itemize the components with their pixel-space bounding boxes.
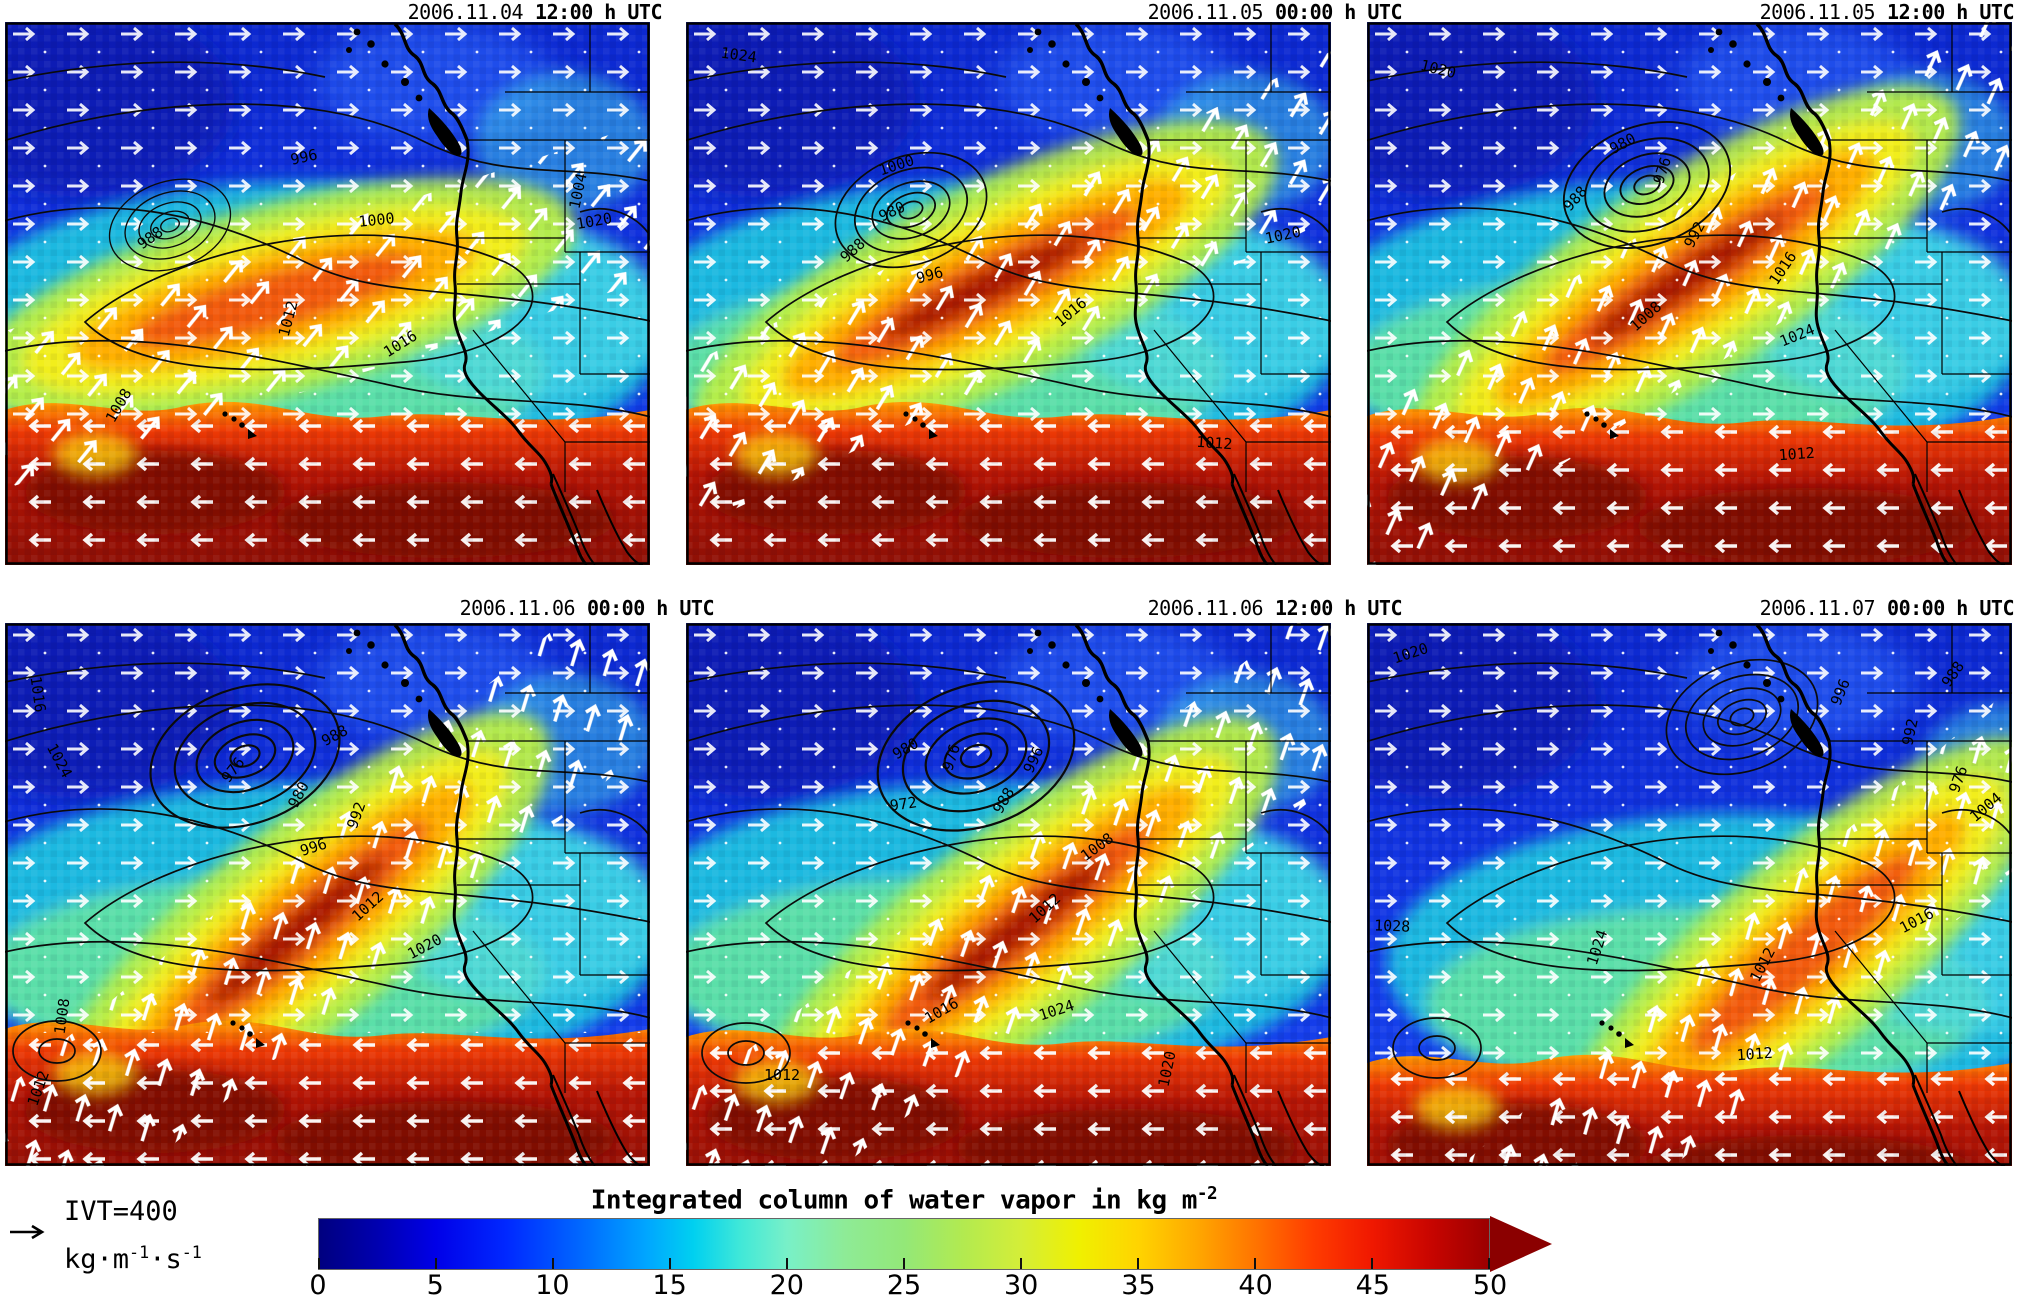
panel-date: 2006.11.05 xyxy=(1759,0,1876,24)
panel-frame xyxy=(5,22,650,565)
ivt-units: kg·m-1·s-1 xyxy=(64,1242,202,1275)
panel-frame xyxy=(686,22,1331,565)
colorbar-tick: 40 xyxy=(1238,1270,1273,1295)
panel-time: 12:00 h UTC xyxy=(535,0,662,24)
high-pressure-center xyxy=(701,1022,791,1084)
colorbar-overflow-arrow xyxy=(1490,1216,1552,1272)
isobar-label: 1012 xyxy=(1778,444,1815,464)
panel-title-6: 2006.11.07 00:00 h UTC xyxy=(1759,596,2015,620)
isobar-label: 1012 xyxy=(764,1066,800,1084)
panel-title-2: 2006.11.05 00:00 h UTC xyxy=(1147,0,1403,24)
colorbar-tick: 45 xyxy=(1355,1270,1390,1295)
colorbar-tick: 35 xyxy=(1121,1270,1156,1295)
isobar-label: 1012 xyxy=(1196,433,1233,453)
panel-time: 12:00 h UTC xyxy=(1887,0,2014,24)
map-panel-2: 1024 1000 980 988 996 1016 1012 1020 xyxy=(686,22,1331,565)
panel-date: 2006.11.06 xyxy=(459,596,576,620)
isobar-label: 1028 xyxy=(1374,916,1411,935)
panel-title-5: 2006.11.06 12:00 h UTC xyxy=(1147,596,1403,620)
colorbar-tick: 5 xyxy=(426,1270,444,1295)
colorbar-title: Integrated column of water vapor in kg m… xyxy=(590,1184,1218,1216)
high-pressure-center xyxy=(12,1020,102,1082)
isobar-label: 996 xyxy=(289,145,319,168)
colorbar-tick: 25 xyxy=(886,1270,922,1295)
ivt-reference-legend: IVT=400 kg·m-1·s-1 xyxy=(8,1192,202,1280)
panel-title-4: 2006.11.06 00:00 h UTC xyxy=(459,596,715,620)
panel-time: 12:00 h UTC xyxy=(1275,596,1402,620)
isobar-labels: 1024 1000 980 988 996 1016 1012 1020 xyxy=(720,44,1303,454)
ivt-arrow-icon xyxy=(10,1224,45,1240)
isobar-label: 1016 xyxy=(27,675,50,713)
ivt-value: IVT=400 xyxy=(64,1196,178,1227)
panel-date: 2006.11.07 xyxy=(1759,596,1876,620)
isobar-label: 972 xyxy=(889,793,918,815)
panel-date: 2006.11.05 xyxy=(1147,0,1264,24)
map-panel-3: 1020 980 976 988 992 1008 1016 1024 1012 xyxy=(1367,22,2012,565)
isobar-label: 1020 xyxy=(575,209,614,233)
isobar-label: 1012 xyxy=(1736,1044,1773,1064)
panel-frame xyxy=(1367,623,2012,1166)
colorbar-tick: 50 xyxy=(1472,1270,1508,1295)
panel-date: 2006.11.04 xyxy=(407,0,524,24)
map-panel-6: 1020 1028 1024 1012 996 992 988 976 1004… xyxy=(1367,623,2012,1166)
panel-frame xyxy=(5,623,650,1166)
high-pressure-center xyxy=(1392,1017,1482,1079)
panel-frame xyxy=(686,623,1331,1166)
panel-date: 2006.11.06 xyxy=(1147,596,1264,620)
colorbar-tick: 20 xyxy=(769,1270,804,1295)
map-panel-4: 1016 1024 988 976 980 996 992 1012 1020 … xyxy=(5,623,650,1166)
colorbar-tick-labels: 0 5 10 15 20 25 30 35 40 45 50 xyxy=(309,1270,1507,1295)
map-panel-5: 980 976 972 988 996 1008 1012 1016 1024 … xyxy=(686,623,1331,1166)
isobar-label: 992 xyxy=(1898,717,1921,747)
isobar-label: 1008 xyxy=(51,997,74,1035)
panel-title-3: 2006.11.05 12:00 h UTC xyxy=(1759,0,2015,24)
panel-time: 00:00 h UTC xyxy=(1887,596,2014,620)
isobar-labels: 1020 1028 1024 1012 996 992 988 976 1004… xyxy=(1374,639,2006,1064)
colorbar-tick: 0 xyxy=(309,1270,327,1295)
panel-time: 00:00 h UTC xyxy=(1275,0,1402,24)
panel-title-1: 2006.11.04 12:00 h UTC xyxy=(407,0,663,24)
map-panel-1: 996 1000 1004 988 1016 1012 1008 1020 xyxy=(5,22,650,565)
panel-frame xyxy=(1367,22,2012,565)
colorbar-tick: 15 xyxy=(652,1270,687,1295)
panel-time: 00:00 h UTC xyxy=(587,596,714,620)
colorbar-tick: 30 xyxy=(1004,1270,1039,1295)
colorbar xyxy=(318,1218,1490,1270)
isobar-label: 1024 xyxy=(720,44,758,67)
colorbar-tick: 10 xyxy=(535,1270,570,1295)
isobar-label: 1000 xyxy=(358,209,396,231)
